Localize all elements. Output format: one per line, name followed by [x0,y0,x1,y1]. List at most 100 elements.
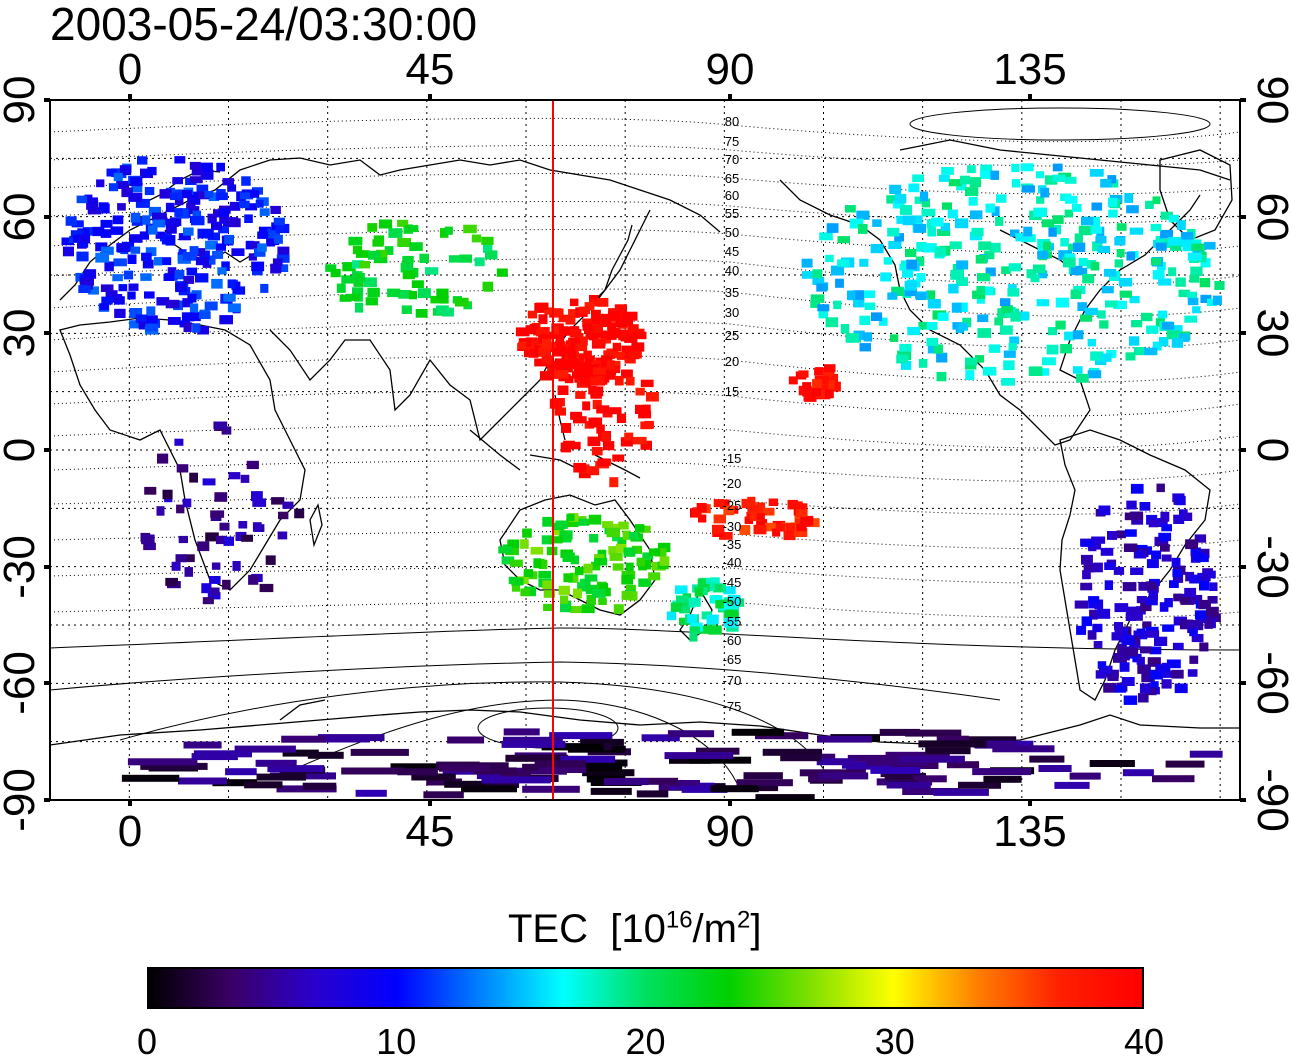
contour-label: -15 [723,451,742,466]
tec-patch [641,380,654,387]
tec-patch [1099,320,1108,328]
tec-patch [533,558,541,568]
tec-patch [201,583,211,593]
tec-patch [1130,568,1143,576]
tec-patch [191,216,205,225]
tec-patch [905,730,961,737]
tec-patch [522,529,532,538]
tec-patch [403,271,415,280]
tec-patch [559,327,570,334]
right-tick [1240,565,1246,569]
right-lat-label: -60 [1248,651,1292,715]
tec-patch [610,553,623,561]
tec-patch [176,554,187,562]
tec-patch [266,555,276,565]
tec-patch [145,169,153,176]
tec-patch [1119,278,1132,287]
tec-patch [372,239,383,247]
tec-patch [1141,313,1153,321]
tec-patch [824,364,836,372]
tec-patch [154,257,162,265]
tec-patch [101,247,114,255]
left-lat-label: 60 [0,193,44,242]
tec-patch [608,330,621,338]
tec-patch [646,392,659,401]
tec-patch [1001,305,1013,313]
tec-patch [802,382,811,391]
tec-patch [602,432,610,442]
tec-patch [1114,237,1125,246]
tec-patch [459,255,472,263]
tec-patch [211,222,222,230]
tec-patch [609,477,618,487]
tec-patch [841,324,849,334]
tec-patch [995,217,1003,226]
tec-patch [112,274,123,281]
tec-patch [170,193,182,201]
tec-patch [241,475,250,483]
tec-patch [214,492,227,502]
tec-patch [1040,188,1049,198]
tec-patch [481,776,550,783]
tec-patch [920,192,928,202]
tec-patch [518,342,526,350]
tec-patch [585,574,598,581]
tec-patch [247,461,259,469]
tec-patch [278,532,288,540]
tec-patch [379,220,392,229]
tec-patch [1000,298,1011,306]
tec-patch [1088,370,1102,378]
tec-patch [561,348,574,356]
tec-patch [1022,185,1035,192]
tec-patch [185,567,194,577]
tec-patch [837,259,850,266]
tec-patch [1123,582,1137,591]
tec-patch [927,322,938,330]
tec-patch [142,215,150,225]
contour-label: 30 [725,305,739,320]
tec-patch [708,625,721,634]
tec-patch [278,512,288,520]
tec-patch [147,315,158,325]
tec-patch [613,343,621,352]
tec-patch [1162,679,1172,688]
tec-patch [602,521,613,528]
tec-patch [233,561,241,571]
right-tick [1240,798,1246,802]
tec-patch [190,304,198,313]
tec-patch [76,252,88,262]
tec-patch [137,156,147,164]
tec-patch [864,290,875,298]
tec-patch [199,311,211,319]
tec-patch [1146,326,1158,334]
tec-patch [594,558,607,566]
tec-patch [179,536,188,543]
contour-label: 25 [725,328,739,343]
tec-patch [1065,177,1077,184]
tec-patch [1177,220,1186,230]
tec-patch [561,443,571,453]
tec-patch [1104,562,1115,570]
tec-patch [935,247,946,257]
tec-patch [1191,244,1204,251]
tec-patch [931,218,943,227]
tec-patch [890,334,898,342]
tec-patch [918,740,986,747]
tec-patch [908,184,919,193]
tec-patch [1120,291,1132,298]
tec-patch [986,204,995,213]
tec-patch [1115,628,1125,636]
tec-patch [1137,657,1145,665]
tec-patch [1172,558,1181,568]
tec-patch [626,563,634,572]
tec-patch [579,307,591,315]
tec-patch [1144,348,1157,356]
tec-colorbar [147,967,1144,1009]
tec-patch [845,205,856,212]
tec-patch [146,306,155,315]
tec-patch [502,741,566,748]
tec-patch [676,595,689,603]
tec-patch [270,206,281,214]
tec-patch [1198,600,1211,609]
contour-label: -40 [723,555,742,570]
